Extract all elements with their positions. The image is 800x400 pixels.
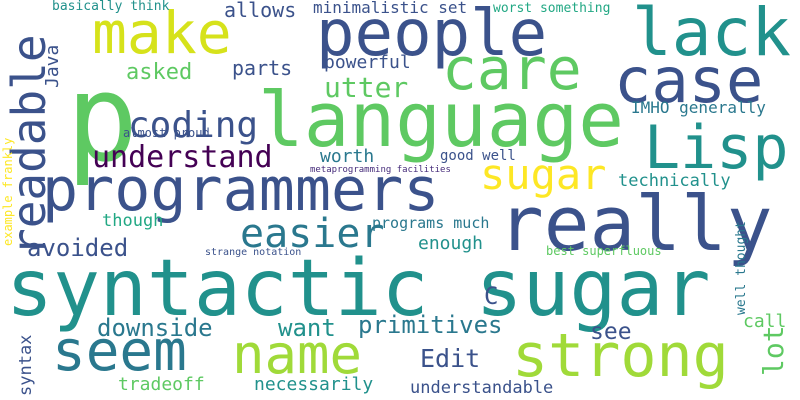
word-parts: parts bbox=[232, 56, 293, 80]
word-primitives: primitives bbox=[358, 311, 503, 339]
word-basically-think: basically think bbox=[52, 0, 170, 14]
word-enough: enough bbox=[418, 233, 484, 254]
word-edit: Edit bbox=[420, 344, 481, 373]
word-allows: allows bbox=[224, 0, 297, 22]
word-metaprogramming-facilities: metaprogramming facilities bbox=[310, 165, 451, 175]
word-minimalistic-set: minimalistic set bbox=[313, 0, 468, 17]
word-asked: asked bbox=[126, 60, 193, 85]
word-imho-generally: IMHO generally bbox=[631, 98, 766, 117]
word-necessarily: necessarily bbox=[254, 374, 374, 395]
word-lack: lack bbox=[632, 0, 791, 71]
word-coding: coding bbox=[128, 105, 259, 146]
word-people: people bbox=[316, 0, 548, 71]
word-example-frankly: example frankly bbox=[1, 137, 15, 246]
word-downside: downside bbox=[97, 314, 213, 342]
word-seem: seem bbox=[52, 319, 187, 384]
word-c: C bbox=[484, 282, 499, 310]
word-java: Java bbox=[42, 44, 63, 88]
word-powerful: powerful bbox=[324, 52, 411, 73]
word-syntax: syntax bbox=[16, 334, 36, 396]
word-language: language bbox=[258, 75, 625, 164]
word-worth: worth bbox=[320, 146, 375, 167]
word-avoided: avoided bbox=[27, 234, 129, 262]
word-best-superfluous: best superfluous bbox=[546, 244, 662, 258]
word-syntactic-sugar: syntactic sugar bbox=[6, 244, 711, 334]
word-lot: lot bbox=[757, 325, 790, 376]
word-understandable: understandable bbox=[410, 378, 554, 398]
word-worst-something: worst something bbox=[493, 1, 611, 16]
word-strange-notation: strange notation bbox=[205, 247, 302, 258]
word-well-thought: well thought bbox=[734, 221, 749, 315]
word-case: case bbox=[614, 44, 764, 117]
word-really: really bbox=[498, 179, 773, 268]
word-understand: understand bbox=[92, 140, 273, 175]
word-sugar: sugar bbox=[480, 150, 607, 199]
word-see: see bbox=[590, 319, 632, 345]
word-programmers: programmers bbox=[42, 155, 440, 225]
word-programs-much: programs much bbox=[372, 214, 490, 232]
word-technically: technically bbox=[618, 171, 731, 191]
word-care: care bbox=[442, 35, 582, 103]
word-utter: utter bbox=[324, 71, 409, 104]
word-strong: strong bbox=[512, 321, 729, 391]
word-call: call bbox=[743, 311, 787, 332]
word-name: name bbox=[232, 323, 363, 386]
word-make: make bbox=[92, 0, 232, 67]
word-want: want bbox=[278, 314, 336, 342]
word-though: though bbox=[102, 211, 164, 231]
word-lisp: Lisp bbox=[644, 113, 789, 183]
word-good-well: good well bbox=[440, 148, 516, 164]
word-almost-proud: almost proud bbox=[123, 126, 210, 140]
word-easier: easier bbox=[240, 211, 385, 257]
word-p: p bbox=[66, 50, 139, 189]
word-tradeoff: tradeoff bbox=[118, 374, 205, 395]
